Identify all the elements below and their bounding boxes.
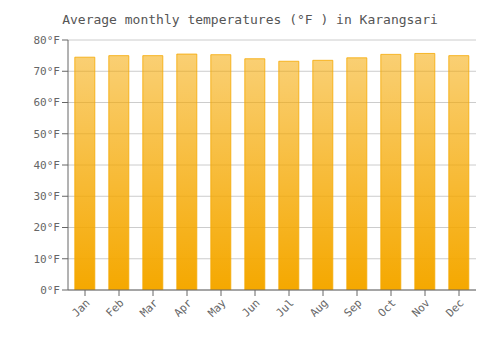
html-text:Average monthly temperatures (: Average monthly temperatures (°F ) in Ka… <box>62 12 438 27</box>
svg-text:80°F: 80°F <box>34 34 61 47</box>
svg-text:Mar: Mar <box>137 296 161 320</box>
svg-text:50°F: 50°F <box>34 128 61 141</box>
svg-text:Jul: Jul <box>273 296 296 319</box>
svg-text:60°F: 60°F <box>34 96 61 109</box>
svg-text:May: May <box>205 296 229 320</box>
svg-text:Oct: Oct <box>375 296 398 319</box>
svg-text:20°F: 20°F <box>34 221 61 234</box>
svg-text:Jun: Jun <box>239 296 262 319</box>
svg-text:40°F: 40°F <box>34 159 61 172</box>
svg-text:Jan: Jan <box>69 296 92 319</box>
svg-text:Nov: Nov <box>409 296 433 320</box>
svg-text:Feb: Feb <box>103 296 126 319</box>
svg-text:Sep: Sep <box>341 296 364 319</box>
svg-text:Aug: Aug <box>307 296 330 319</box>
svg-text:Dec: Dec <box>443 296 466 319</box>
svg-text:0°F: 0°F <box>40 284 60 297</box>
svg-text:Apr: Apr <box>171 296 195 320</box>
svg-text:70°F: 70°F <box>34 65 61 78</box>
svg-text:30°F: 30°F <box>34 190 61 203</box>
svg-text:10°F: 10°F <box>34 253 61 266</box>
